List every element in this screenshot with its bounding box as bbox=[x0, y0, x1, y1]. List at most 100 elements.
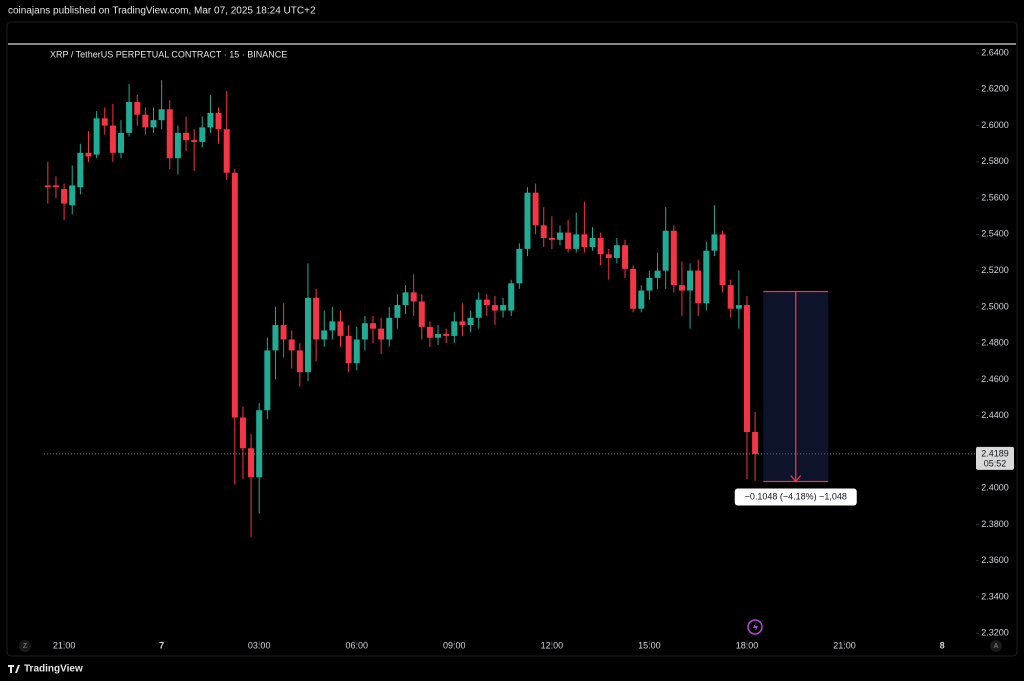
measure-label-box bbox=[734, 488, 857, 506]
candle-body bbox=[475, 299, 482, 318]
candle-body bbox=[500, 305, 507, 311]
x-tick-label: 12:00 bbox=[541, 640, 564, 650]
icon-ring bbox=[747, 619, 763, 635]
candle-body bbox=[313, 297, 320, 340]
y-tick-label: 2.6200 bbox=[981, 84, 1009, 94]
candle-body bbox=[711, 234, 718, 251]
icon-bolt bbox=[753, 622, 758, 632]
candle-body bbox=[630, 268, 637, 309]
candle-body bbox=[597, 237, 604, 255]
candle-body bbox=[272, 325, 279, 351]
candle-body bbox=[166, 109, 173, 159]
candle-body bbox=[589, 237, 596, 248]
candle-body bbox=[239, 417, 246, 449]
x-tick-label: 21:00 bbox=[833, 640, 856, 650]
candle-body bbox=[304, 297, 311, 373]
candles bbox=[44, 80, 759, 538]
y-tick-label: 2.4800 bbox=[981, 338, 1009, 348]
candle-body bbox=[361, 323, 368, 340]
candle-body bbox=[581, 234, 588, 248]
candle-body bbox=[126, 102, 133, 133]
candle-body bbox=[687, 270, 694, 291]
y-tick-label: 2.5800 bbox=[981, 156, 1009, 166]
x-tick-label: 21:00 bbox=[53, 640, 76, 650]
candle-body bbox=[556, 232, 563, 240]
candle-body bbox=[695, 270, 702, 304]
candle-body bbox=[719, 234, 726, 286]
candle-body bbox=[394, 305, 401, 318]
candle-body bbox=[93, 118, 100, 155]
candle-body bbox=[703, 250, 710, 304]
candle-body bbox=[435, 334, 442, 338]
axis-button-label: Z bbox=[23, 643, 28, 650]
axis-button-label: A bbox=[994, 643, 999, 650]
x-tick-label: 09:00 bbox=[443, 640, 466, 650]
candle-body bbox=[223, 129, 230, 173]
candle-body bbox=[508, 283, 515, 311]
x-tick-label: 15:00 bbox=[638, 640, 661, 650]
candle-body bbox=[410, 292, 417, 302]
candle-body bbox=[451, 321, 458, 336]
candle-body bbox=[491, 305, 498, 311]
footer-text: TradingView bbox=[24, 664, 83, 675]
candle-body bbox=[256, 410, 263, 478]
chart-panel bbox=[6, 21, 1018, 657]
y-tick-label: 2.5600 bbox=[981, 192, 1009, 202]
candle-body bbox=[264, 350, 271, 411]
axis-button[interactable] bbox=[19, 640, 31, 652]
header: coinajans published on TradingView.com, … bbox=[8, 6, 316, 17]
candle-body bbox=[565, 232, 572, 249]
y-tick-label: 2.5000 bbox=[981, 301, 1009, 311]
candle-body bbox=[548, 237, 555, 240]
candle-body bbox=[158, 109, 165, 121]
candle-body bbox=[516, 248, 523, 284]
y-tick-label: 2.3800 bbox=[981, 519, 1009, 529]
candle-body bbox=[646, 277, 653, 291]
logo-icon bbox=[8, 665, 20, 673]
candle-body bbox=[622, 245, 629, 269]
last-price-label: 2.4189 bbox=[981, 448, 1009, 458]
candle-body bbox=[134, 102, 141, 115]
candle-body bbox=[321, 330, 328, 340]
countdown: 05:52 bbox=[984, 458, 1007, 468]
candle-body bbox=[248, 448, 255, 478]
candle-body bbox=[662, 230, 669, 271]
y-tick-label: 2.4600 bbox=[981, 374, 1009, 384]
candle-body bbox=[524, 192, 531, 249]
candle-body bbox=[199, 127, 206, 142]
candle-body bbox=[207, 112, 214, 128]
candle-body bbox=[142, 114, 149, 128]
candle-body bbox=[85, 152, 92, 157]
candle-body bbox=[353, 339, 360, 364]
candle-body bbox=[743, 305, 750, 432]
candle-body bbox=[191, 140, 198, 142]
y-tick-label: 2.6000 bbox=[981, 120, 1009, 130]
candle-body bbox=[418, 301, 425, 327]
candle-body bbox=[61, 189, 68, 204]
footer-logo: TradingView bbox=[8, 664, 83, 675]
y-tick-label: 2.3600 bbox=[981, 555, 1009, 565]
candle-body bbox=[378, 328, 385, 340]
measure-label: −0.1048 (−4.18%) −1,048 bbox=[745, 491, 847, 501]
candle-body bbox=[605, 254, 612, 258]
y-tick-label: 2.5200 bbox=[981, 265, 1009, 275]
candle-body bbox=[613, 245, 620, 258]
candle-body bbox=[540, 225, 547, 238]
x-tick-label: 8 bbox=[940, 640, 945, 650]
replay-icon[interactable] bbox=[747, 619, 763, 635]
candle-body bbox=[426, 326, 433, 338]
candle-body bbox=[296, 350, 303, 373]
candle-body bbox=[402, 292, 409, 306]
measure-arrow-head bbox=[790, 475, 802, 483]
candle-body bbox=[183, 132, 190, 141]
candle-body bbox=[727, 285, 734, 309]
y-tick-label: 2.3200 bbox=[981, 628, 1009, 638]
candle-body bbox=[573, 234, 580, 249]
candle-body bbox=[52, 185, 59, 188]
candle-body bbox=[117, 132, 124, 153]
axis-button[interactable] bbox=[990, 640, 1002, 652]
candle-body bbox=[280, 325, 287, 340]
y-tick-label: 2.6400 bbox=[981, 47, 1009, 57]
candle-body bbox=[532, 192, 539, 226]
candle-body bbox=[386, 317, 393, 340]
